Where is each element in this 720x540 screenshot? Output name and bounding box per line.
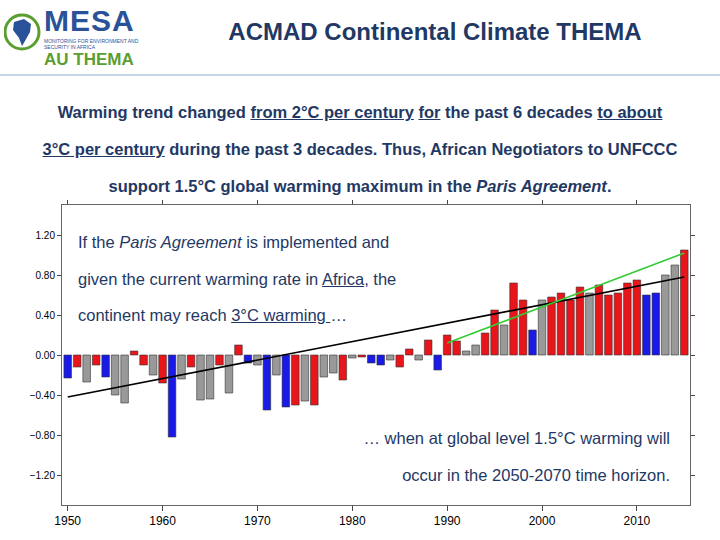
svg-text:−0.40: −0.40 [30, 390, 56, 401]
svg-text:1970: 1970 [244, 514, 271, 528]
svg-text:1980: 1980 [339, 514, 366, 528]
html-text:… when at global level 1.5°C w: … when at global level 1.5°C warming wil… [363, 429, 670, 447]
svg-text:−0.80: −0.80 [30, 430, 56, 441]
html-text:continent may reach 3°C warmin: continent may reach 3°C warming … [78, 306, 347, 324]
html-text:MONITORING FOR ENVIRONMENT AND: MONITORING FOR ENVIRONMENT AND SECURITY … [44, 38, 139, 50]
svg-text:1.20: 1.20 [36, 230, 56, 241]
html-text:Warming trend changed from 2°C: Warming trend changed from 2°C per centu… [57, 103, 663, 121]
html-text:If the Paris Agreement is impl: If the Paris Agreement is implemented an… [78, 233, 390, 251]
html-text:support 1.5°C global warming m: support 1.5°C global warming maximum in … [108, 177, 612, 195]
html-text:occur in the 2050-2070 time ho: occur in the 2050-2070 time horizon. [402, 465, 670, 484]
svg-text:1960: 1960 [149, 514, 176, 528]
svg-text:2000: 2000 [529, 514, 556, 528]
svg-text:1990: 1990 [434, 514, 461, 528]
html-text:MESA: MESA [44, 4, 135, 37]
svg-text:2010: 2010 [624, 514, 651, 528]
svg-text:0.80: 0.80 [36, 270, 56, 281]
html-text:ACMAD Continental Climate THEM: ACMAD Continental Climate THEMA [228, 18, 642, 45]
html-text:3°C per century during the pas: 3°C per century during the past 3 decade… [42, 140, 678, 158]
svg-text:0.00: 0.00 [36, 350, 56, 361]
html-text:AU THEMA: AU THEMA [44, 50, 134, 69]
svg-text:0.40: 0.40 [36, 310, 56, 321]
html-text:given the current warming rate: given the current warming rate in Africa… [78, 269, 397, 288]
svg-text:1950: 1950 [54, 514, 81, 528]
svg-text:−1.20: −1.20 [30, 470, 56, 481]
